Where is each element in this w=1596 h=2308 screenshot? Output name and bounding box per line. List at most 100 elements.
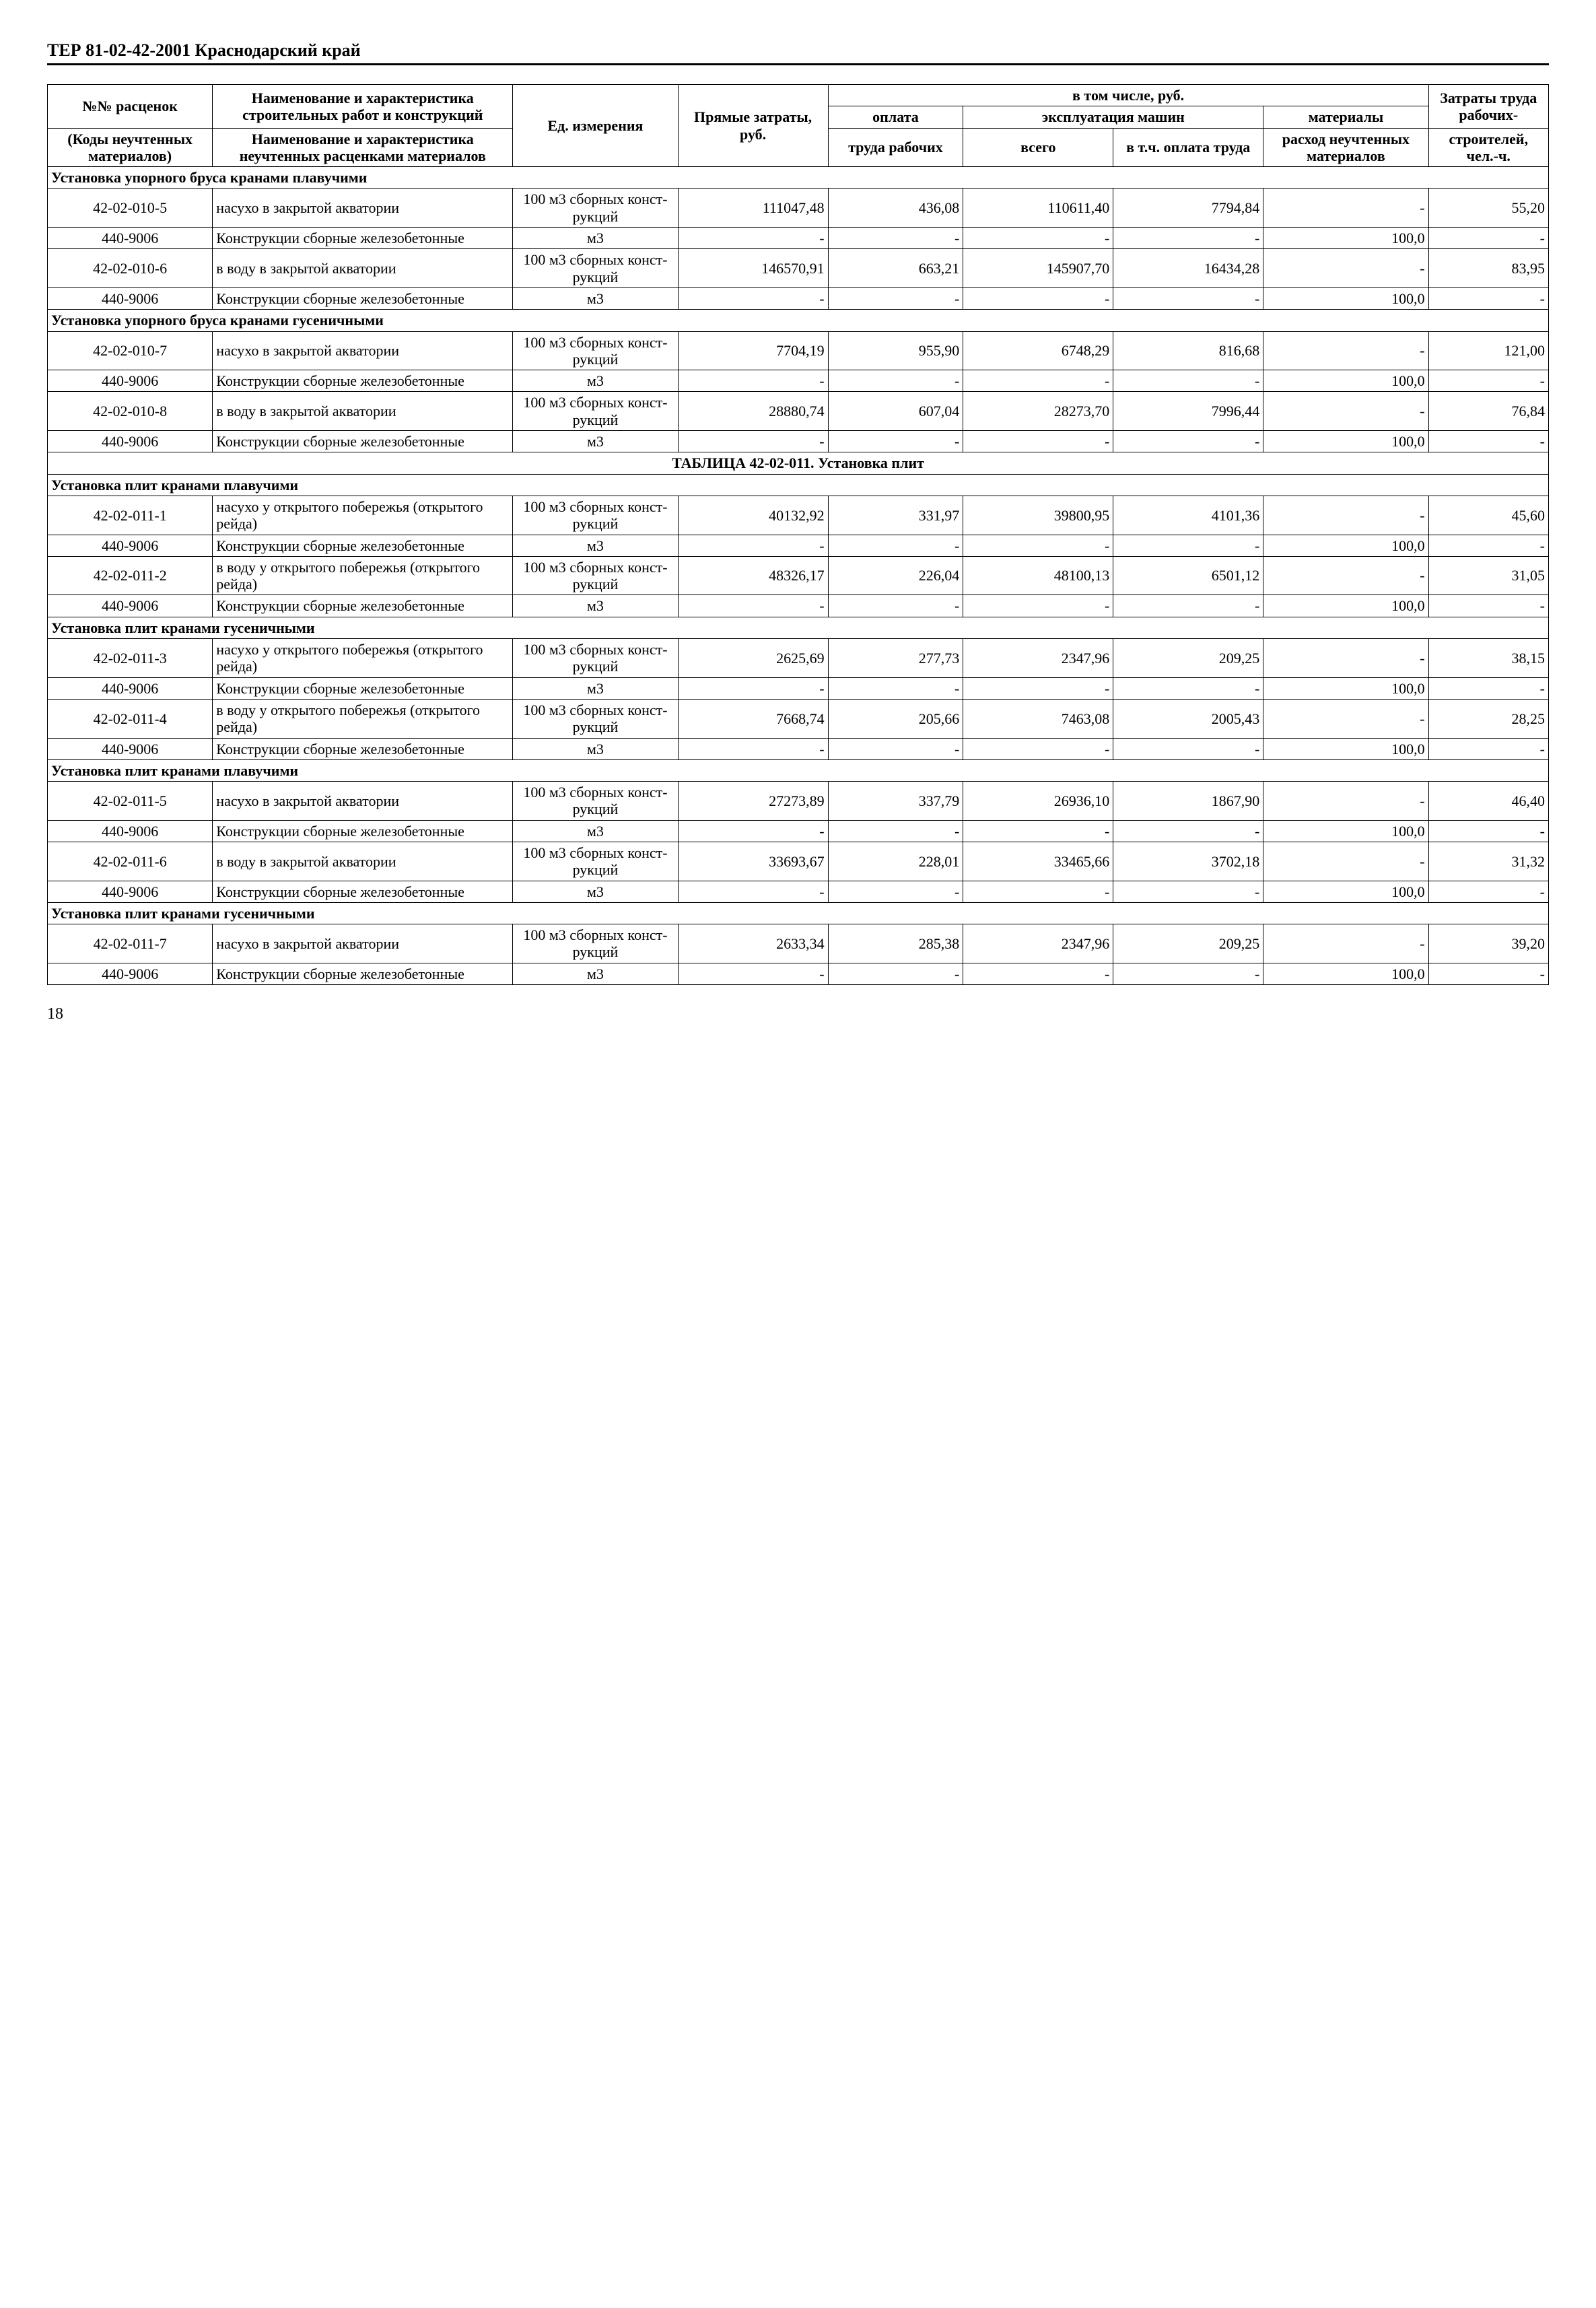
machines-labor-cell: -: [1113, 431, 1263, 452]
labor-pay-cell: 331,97: [828, 496, 963, 535]
hdr-unit: Ед. измере­ния: [513, 85, 678, 167]
code-cell: 42-02-011-6: [48, 842, 213, 881]
table-row: 440-9006Конструкции сборные железобетонн…: [48, 595, 1549, 617]
labor-hours-cell: 39,20: [1428, 924, 1548, 963]
materials-cell: -: [1263, 331, 1428, 370]
machines-labor-cell: 6501,12: [1113, 556, 1263, 595]
labor-hours-cell: -: [1428, 431, 1548, 452]
labor-hours-cell: 28,25: [1428, 699, 1548, 738]
machines-total-cell: 39800,95: [963, 496, 1113, 535]
hdr-code-top: №№ расценок: [48, 85, 213, 129]
hdr-direct: Прямые затраты, руб.: [678, 85, 828, 167]
labor-pay-cell: 663,21: [828, 249, 963, 288]
labor-hours-cell: -: [1428, 370, 1548, 392]
table-row: 440-9006Конструкции сборные железобетонн…: [48, 228, 1549, 249]
machines-total-cell: 2347,96: [963, 924, 1113, 963]
materials-cell: 100,0: [1263, 738, 1428, 759]
table-row: 440-9006Конструкции сборные железобетонн…: [48, 677, 1549, 699]
table-row: 42-02-011-6в воду в закрытой аквато­рии1…: [48, 842, 1549, 881]
labor-hours-cell: 83,95: [1428, 249, 1548, 288]
materials-cell: -: [1263, 699, 1428, 738]
direct-cost-cell: -: [678, 535, 828, 556]
direct-cost-cell: 27273,89: [678, 782, 828, 821]
machines-total-cell: -: [963, 228, 1113, 249]
name-cell: в воду у открытого побе­режья (открытого…: [213, 556, 513, 595]
name-cell: Конструкции сборные железобетонные: [213, 963, 513, 984]
direct-cost-cell: 40132,92: [678, 496, 828, 535]
labor-pay-cell: 955,90: [828, 331, 963, 370]
labor-pay-cell: -: [828, 431, 963, 452]
section-row: Установка плит кранами плавучими: [48, 759, 1549, 781]
hdr-mat-bot: расход не­учтенных материалов: [1263, 128, 1428, 167]
machines-labor-cell: 7794,84: [1113, 189, 1263, 228]
direct-cost-cell: 28880,74: [678, 392, 828, 431]
labor-pay-cell: -: [828, 677, 963, 699]
direct-cost-cell: 7704,19: [678, 331, 828, 370]
table-row: 42-02-011-4в воду у открытого побе­режья…: [48, 699, 1549, 738]
hdr-group: в том числе, руб.: [828, 85, 1428, 106]
direct-cost-cell: 111047,48: [678, 189, 828, 228]
code-cell: 42-02-010-8: [48, 392, 213, 431]
name-cell: в воду в закрытой аквато­рии: [213, 842, 513, 881]
unit-cell: 100 м3 сбор­ных конст­рукций: [513, 924, 678, 963]
hdr-code-bot: (Коды неуч­тенных мате­риалов): [48, 128, 213, 167]
table-row: 440-9006Конструкции сборные железобетонн…: [48, 963, 1549, 984]
unit-cell: м3: [513, 595, 678, 617]
labor-pay-cell: -: [828, 881, 963, 902]
materials-cell: -: [1263, 556, 1428, 595]
name-cell: Конструкции сборные железобетонные: [213, 228, 513, 249]
labor-hours-cell: 31,05: [1428, 556, 1548, 595]
hdr-name-top: Наименование и характе­ристика строитель…: [213, 85, 513, 129]
labor-hours-cell: 121,00: [1428, 331, 1548, 370]
machines-total-cell: -: [963, 535, 1113, 556]
labor-hours-cell: 31,32: [1428, 842, 1548, 881]
code-cell: 440-9006: [48, 370, 213, 392]
code-cell: 440-9006: [48, 738, 213, 759]
unit-cell: м3: [513, 287, 678, 309]
materials-cell: 100,0: [1263, 370, 1428, 392]
labor-pay-cell: 226,04: [828, 556, 963, 595]
unit-cell: 100 м3 сбор­ных конст­рукций: [513, 249, 678, 288]
table-row: 440-9006Конструкции сборные железобетонн…: [48, 431, 1549, 452]
section-label: Установка плит кранами плавучими: [48, 474, 1549, 496]
hdr-zatr-top: Затраты труда ра­бочих-: [1428, 85, 1548, 129]
name-cell: Конструкции сборные железобетонные: [213, 677, 513, 699]
rates-table: №№ расценок Наименование и характе­ристи…: [47, 84, 1549, 985]
direct-cost-cell: 48326,17: [678, 556, 828, 595]
materials-cell: -: [1263, 782, 1428, 821]
name-cell: насухо у открытого побе­режья (открытого…: [213, 639, 513, 678]
table-row: 440-9006Конструкции сборные железобетонн…: [48, 881, 1549, 902]
hdr-mat-top: материалы: [1263, 106, 1428, 128]
hdr-expl: эксплуатация ма­шин: [963, 106, 1263, 128]
name-cell: Конструкции сборные железобетонные: [213, 370, 513, 392]
hdr-oplata-top: оплата: [828, 106, 963, 128]
code-cell: 42-02-010-6: [48, 249, 213, 288]
unit-cell: 100 м3 сбор­ных конст­рукций: [513, 639, 678, 678]
direct-cost-cell: 2633,34: [678, 924, 828, 963]
table-row: 42-02-011-1насухо у открытого побе­режья…: [48, 496, 1549, 535]
labor-pay-cell: -: [828, 963, 963, 984]
name-cell: насухо в закрытой аква­тории: [213, 331, 513, 370]
code-cell: 440-9006: [48, 963, 213, 984]
document-header: ТЕР 81-02-42-2001 Краснодарский край: [47, 40, 1549, 65]
name-cell: насухо в закрытой аква­тории: [213, 782, 513, 821]
direct-cost-cell: 2625,69: [678, 639, 828, 678]
labor-pay-cell: 228,01: [828, 842, 963, 881]
unit-cell: м3: [513, 963, 678, 984]
hdr-zatr-bot: строите­лей, чел.-ч.: [1428, 128, 1548, 167]
table-row: 440-9006Конструкции сборные железобетонн…: [48, 738, 1549, 759]
machines-labor-cell: -: [1113, 535, 1263, 556]
unit-cell: 100 м3 сбор­ных конст­рукций: [513, 331, 678, 370]
machines-total-cell: -: [963, 595, 1113, 617]
unit-cell: м3: [513, 535, 678, 556]
labor-hours-cell: -: [1428, 287, 1548, 309]
direct-cost-cell: -: [678, 820, 828, 842]
code-cell: 42-02-011-5: [48, 782, 213, 821]
section-row: Установка плит кранами гусеничными: [48, 617, 1549, 638]
code-cell: 42-02-011-3: [48, 639, 213, 678]
unit-cell: м3: [513, 677, 678, 699]
machines-labor-cell: 209,25: [1113, 639, 1263, 678]
name-cell: в воду в закрытой аквато­рии: [213, 392, 513, 431]
code-cell: 42-02-011-2: [48, 556, 213, 595]
unit-cell: 100 м3 сбор­ных конст­рукций: [513, 842, 678, 881]
